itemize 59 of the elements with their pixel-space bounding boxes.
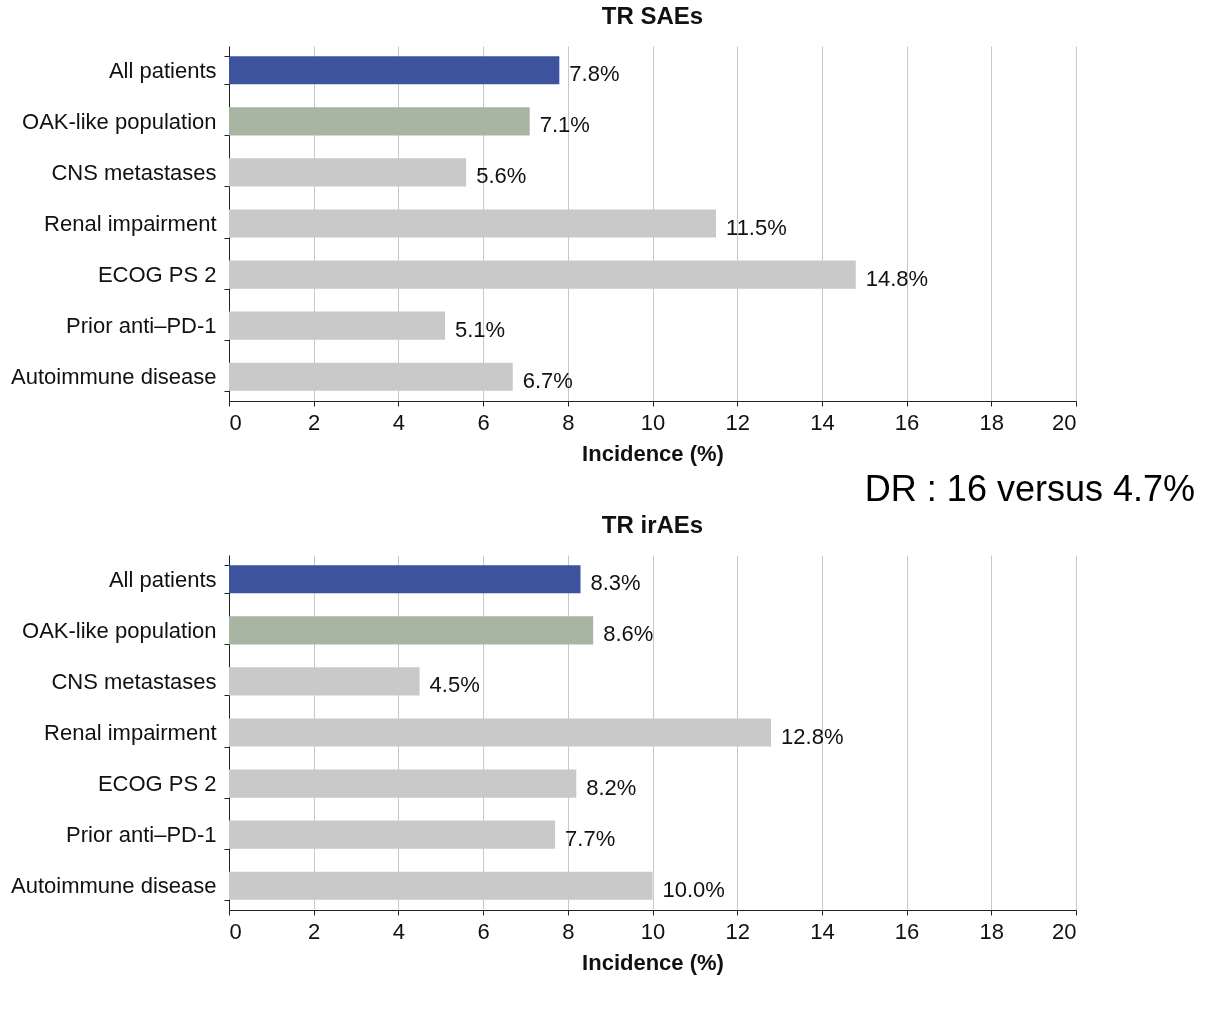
data-label: 7.1% xyxy=(539,112,590,138)
x-tick-label: 10 xyxy=(640,409,666,435)
x-tick-label: 14 xyxy=(810,918,835,944)
data-label: 5.6% xyxy=(476,163,527,189)
text: DR : 16 versus 4.7% xyxy=(863,468,1195,509)
x-tick-label: 16 xyxy=(894,409,920,435)
x-tick-label: 18 xyxy=(979,409,1005,435)
x-tick-label: 10 xyxy=(640,918,666,944)
x-tick-label: 4 xyxy=(392,918,406,944)
data-label: 10.0% xyxy=(662,876,725,902)
x-tick-label: 2 xyxy=(308,918,321,944)
x-tick-label: 0 xyxy=(229,409,242,435)
x-tick-label: 16 xyxy=(894,918,920,944)
y-tick-label: Autoimmune disease xyxy=(11,364,217,390)
chart-title: TR irAEs xyxy=(601,511,704,538)
data-label: 8.2% xyxy=(586,774,637,800)
y-tick-label: Autoimmune disease xyxy=(11,873,217,899)
data-label: 5.1% xyxy=(454,316,506,342)
x-tick-label: 2 xyxy=(308,409,321,435)
x-tick-label: 8 xyxy=(562,409,575,435)
x-tick-label: 6 xyxy=(477,918,490,944)
y-tick-label: ECOG PS 2 xyxy=(97,771,217,797)
bar xyxy=(229,56,560,85)
x-axis-title: Incidence (%) xyxy=(582,949,724,975)
y-tick-label: OAK-like population xyxy=(22,617,217,643)
data-label: 11.5% xyxy=(726,214,787,240)
x-tick-label: 4 xyxy=(392,409,406,435)
x-tick-label: 12 xyxy=(725,918,750,944)
x-axis-title: Incidence (%) xyxy=(582,440,724,466)
data-label: 6.7% xyxy=(522,367,573,393)
x-tick-label: 20 xyxy=(1052,918,1077,944)
y-tick-label: Prior anti–PD-1 xyxy=(66,822,217,848)
data-label: 8.3% xyxy=(590,570,641,596)
x-tick-label: 18 xyxy=(979,918,1005,944)
y-tick-label: Renal impairment xyxy=(44,211,217,236)
y-tick-label: ECOG PS 2 xyxy=(97,262,217,288)
data-label: 8.6% xyxy=(603,621,654,647)
bar xyxy=(229,107,530,136)
y-tick-label: Renal impairment xyxy=(44,720,217,745)
x-tick-label: 6 xyxy=(477,409,490,435)
bar xyxy=(229,565,581,594)
x-tick-label: 12 xyxy=(725,409,750,435)
x-tick-label: 8 xyxy=(562,918,575,944)
y-tick-label: All patients xyxy=(108,57,217,83)
bar xyxy=(229,616,594,645)
y-tick-label: OAK-like population xyxy=(22,108,217,134)
y-tick-label: Prior anti–PD-1 xyxy=(66,313,217,339)
chart-title: TR SAEs xyxy=(601,2,704,29)
x-tick-label: 20 xyxy=(1052,409,1077,435)
y-tick-label: CNS metastases xyxy=(51,159,217,185)
data-label: 14.8% xyxy=(865,265,929,291)
data-label: 7.8% xyxy=(569,61,620,87)
y-tick-label: All patients xyxy=(108,566,217,592)
data-label: 12.8% xyxy=(781,723,844,749)
data-label: 7.7% xyxy=(565,825,616,851)
y-tick-label: CNS metastases xyxy=(51,668,217,694)
x-tick-label: 0 xyxy=(229,918,242,944)
x-tick-label: 14 xyxy=(810,409,835,435)
data-label: 4.5% xyxy=(429,672,480,698)
